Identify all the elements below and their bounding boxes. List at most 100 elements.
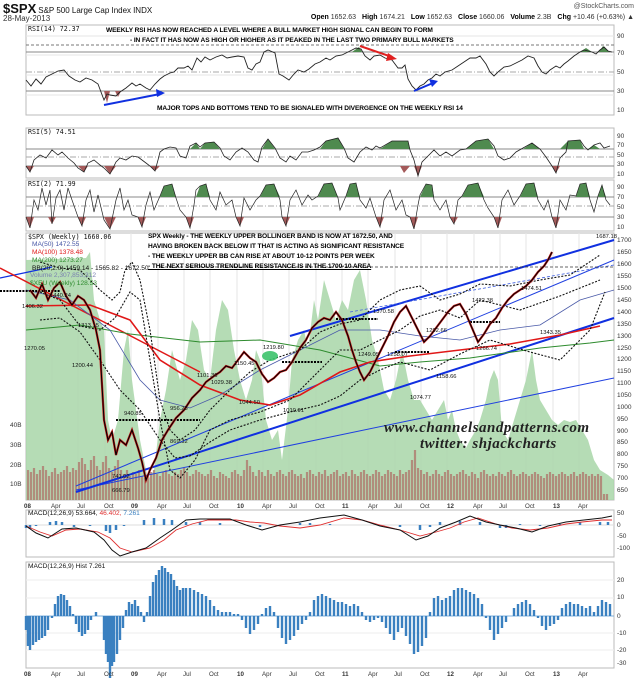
svg-text:-50: -50 — [617, 533, 627, 540]
up-arrow-icon: ▲ — [627, 14, 634, 21]
volume-axis: 40B 30B 20B 10B — [10, 422, 22, 488]
svg-text:666.79: 666.79 — [112, 488, 130, 494]
svg-text:741.02: 741.02 — [112, 474, 130, 480]
svg-text:Oct: Oct — [420, 503, 430, 510]
svg-text:1158.66: 1158.66 — [436, 374, 457, 380]
macd-panel — [24, 509, 615, 558]
svg-text:Jul: Jul — [77, 671, 85, 678]
svg-text:40B: 40B — [10, 422, 22, 429]
hist-legend: MACD(12,26,9) Hist 7.261 — [28, 563, 106, 570]
svg-text:1258.07: 1258.07 — [387, 352, 408, 358]
svg-text:50: 50 — [617, 510, 625, 517]
rsi2-legend: RSI(2) 71.99 — [28, 180, 76, 188]
svg-text:Oct: Oct — [104, 503, 114, 510]
svg-text:1650: 1650 — [617, 249, 632, 256]
svg-text:-100: -100 — [617, 545, 630, 552]
svg-text:90: 90 — [617, 33, 625, 40]
svg-text:1250: 1250 — [617, 345, 632, 352]
price-x-axis: 08 Apr Jul Oct 09 Apr Jul Oct 10 Apr Jul Oct 11 Ap… — [24, 503, 588, 510]
svg-text:1100: 1100 — [617, 380, 631, 387]
macd-legend: MACD(12,26,9) 53.664, 46.402, 7.261 — [28, 510, 140, 517]
svg-text:1010.91: 1010.91 — [283, 408, 304, 414]
svg-text:10: 10 — [617, 107, 625, 114]
svg-text:20B: 20B — [10, 462, 22, 469]
svg-text:1050: 1050 — [617, 392, 632, 399]
svg-text:1313.15: 1313.15 — [78, 323, 99, 329]
svg-text:90: 90 — [617, 133, 625, 140]
svg-text:940.85: 940.85 — [124, 411, 142, 417]
svg-text:Apr: Apr — [157, 503, 167, 510]
svg-text:800: 800 — [617, 451, 628, 458]
svg-text:11: 11 — [342, 503, 349, 510]
rsi5-y-axis: 90 70 50 30 10 — [617, 133, 625, 178]
svg-text:1550: 1550 — [617, 273, 632, 280]
svg-text:Apr: Apr — [473, 503, 483, 510]
svg-text:1400: 1400 — [617, 309, 632, 316]
hist-y-axis: 20 10 0 -10 -20 -30 — [617, 577, 627, 667]
svg-text:700: 700 — [617, 475, 628, 482]
svg-text:Apr: Apr — [262, 671, 272, 678]
svg-text:Apr: Apr — [368, 671, 378, 678]
svg-text:950: 950 — [617, 416, 628, 423]
svg-text:Oct: Oct — [315, 503, 325, 510]
price-legend: $SPX (Weekly) 1660.06 — [28, 233, 112, 241]
annotation-price-4: - THE NEXT SERIOUS TRENDLINE RESISTANCE … — [148, 263, 372, 270]
svg-text:-30: -30 — [617, 660, 627, 667]
svg-text:850: 850 — [617, 439, 628, 446]
svg-text:0: 0 — [617, 613, 621, 620]
annotation-rsi14-1: WEEKLY RSI HAS NOW REACHED A LEVEL WHERE… — [106, 27, 433, 34]
svg-text:1350: 1350 — [617, 321, 632, 328]
svg-text:650: 650 — [617, 487, 628, 494]
svg-text:1600: 1600 — [617, 261, 632, 268]
svg-text:10: 10 — [237, 503, 244, 510]
svg-text:10: 10 — [617, 594, 625, 601]
svg-text:Apr: Apr — [51, 503, 61, 510]
svg-text:1700: 1700 — [617, 237, 632, 244]
svg-text:1200.44: 1200.44 — [72, 363, 94, 369]
svg-text:1074.77: 1074.77 — [410, 395, 431, 401]
price-labels: 1440.24 1406.32 1270.05 1313.15 1200.44 940.… — [22, 234, 617, 494]
svg-text:0: 0 — [617, 522, 621, 529]
svg-text:09: 09 — [131, 503, 138, 510]
rsi5-legend: RSI(5) 74.51 — [28, 128, 76, 136]
svg-text:09: 09 — [131, 671, 138, 678]
rsi5-panel — [25, 127, 615, 179]
annotation-price-1: SPX Weekly - THE WEEKLY UPPER BOLLINGER … — [148, 233, 393, 240]
svg-text:10: 10 — [617, 224, 625, 231]
svg-text:12: 12 — [447, 671, 454, 678]
price-panel: 1440.24 1406.32 1270.05 1313.15 1200.44 940.… — [0, 232, 617, 501]
svg-text:10: 10 — [237, 671, 244, 678]
bb-legend: BB(20,2.0) 1459.14 - 1565.82 - 1672.50 — [32, 265, 149, 272]
svg-text:1440.24: 1440.24 — [50, 293, 72, 299]
svg-text:10B: 10B — [10, 481, 22, 488]
svg-text:Apr: Apr — [578, 671, 588, 678]
svg-text:Apr: Apr — [51, 671, 61, 678]
svg-text:1249.05: 1249.05 — [358, 352, 379, 358]
svg-text:Oct: Oct — [525, 671, 535, 678]
svg-text:Jul: Jul — [394, 671, 402, 678]
svg-text:1044.50: 1044.50 — [239, 400, 260, 406]
svg-text:Oct: Oct — [315, 671, 325, 678]
svg-text:1343.35: 1343.35 — [540, 330, 561, 336]
svg-text:70: 70 — [617, 142, 625, 149]
svg-text:Jul: Jul — [289, 671, 297, 678]
svg-text:30: 30 — [617, 214, 625, 221]
rsi2-y-axis: 90 70 50 30 10 — [617, 184, 625, 231]
svg-text:30B: 30B — [10, 442, 22, 449]
annotation-rsi14-3: MAJOR TOPS AND BOTTOMS TEND TO BE SIGNAL… — [157, 105, 463, 112]
xeu-legend: $XEU (Weekly) 128.53 — [30, 280, 97, 287]
svg-text:1370.58: 1370.58 — [373, 309, 394, 315]
svg-text:1292.66: 1292.66 — [426, 328, 447, 334]
svg-text:-10: -10 — [617, 630, 627, 637]
price-y-axis: 1700 1650 1600 1550 1500 1450 1400 1350 1300 12… — [617, 237, 632, 494]
watermark-twitter: twitter: shjackcharts — [420, 436, 557, 452]
svg-text:13: 13 — [553, 503, 560, 510]
svg-text:13: 13 — [553, 671, 560, 678]
svg-text:Oct: Oct — [420, 671, 430, 678]
ma100-legend: MA(100) 1378.48 — [32, 249, 83, 256]
svg-text:10: 10 — [617, 171, 625, 178]
svg-text:50: 50 — [617, 152, 625, 159]
svg-text:Oct: Oct — [209, 503, 219, 510]
svg-text:Jul: Jul — [183, 503, 191, 510]
